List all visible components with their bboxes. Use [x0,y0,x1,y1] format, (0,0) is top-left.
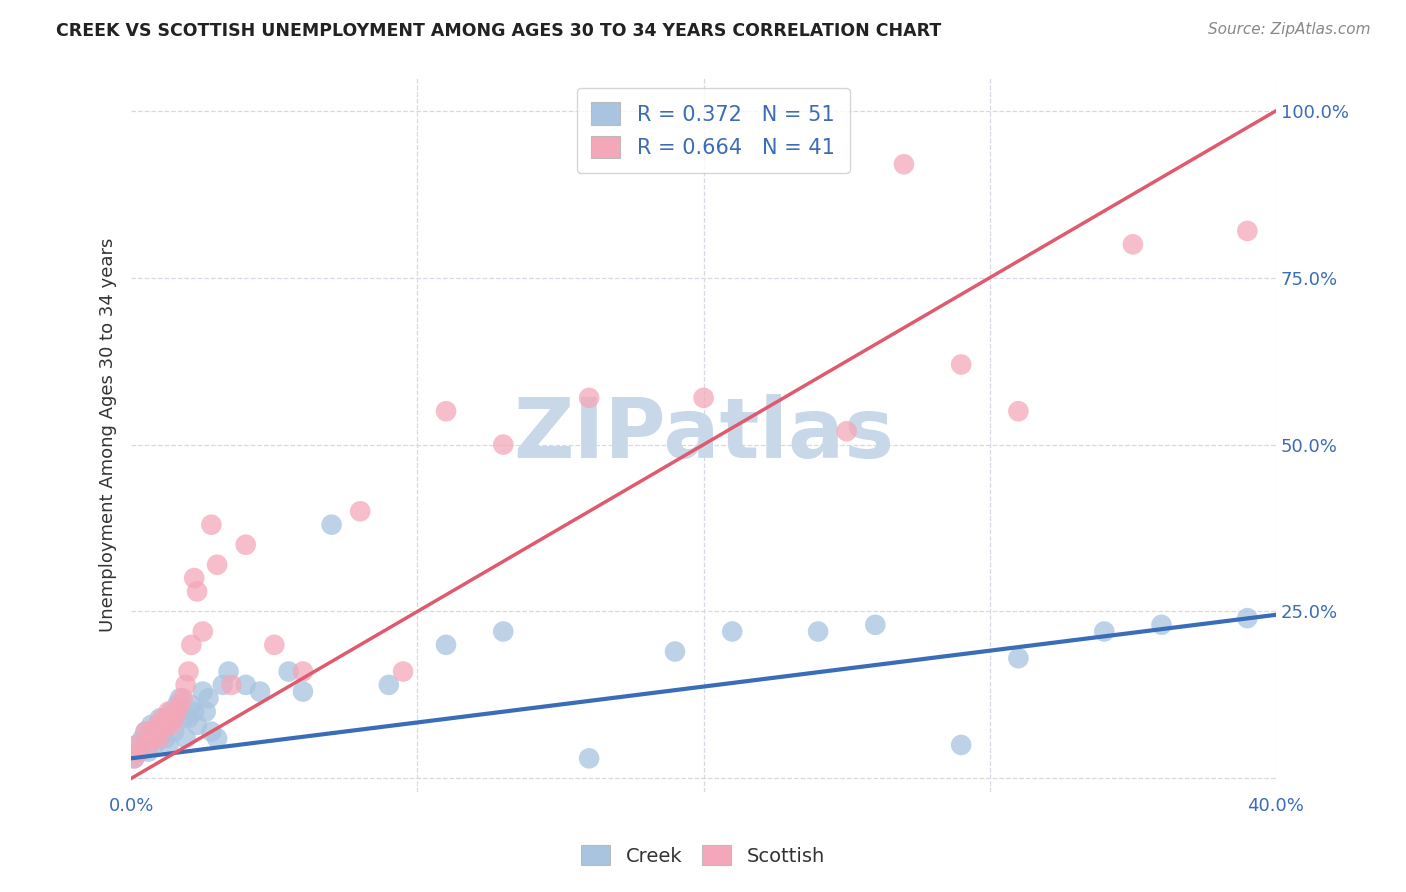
Point [578,751,600,765]
Point [128,745,150,759]
Point [235,678,257,692]
Y-axis label: Unemployment Among Ages 30 to 34 years: Unemployment Among Ages 30 to 34 years [100,237,117,632]
Point [578,391,600,405]
Point [205,731,228,746]
Point [141,724,163,739]
Point [160,718,183,732]
Point [218,665,240,679]
Point [157,705,180,719]
Point [138,745,160,759]
Point [180,698,202,712]
Point [1236,224,1258,238]
Point [172,711,194,725]
Point [128,745,150,759]
Point [191,684,214,698]
Point [950,358,973,372]
Point [163,711,186,725]
Point [950,738,973,752]
Point [835,424,858,438]
Point [125,738,148,752]
Point [169,691,191,706]
Point [146,724,169,739]
Point [149,731,172,746]
Point [122,751,145,765]
Point [197,691,219,706]
Point [183,705,205,719]
Point [200,517,222,532]
Point [155,731,177,746]
Point [183,571,205,585]
Point [291,684,314,698]
Point [131,731,153,746]
Point [191,624,214,639]
Point [200,724,222,739]
Point [138,738,160,752]
Point [160,705,183,719]
Point [149,731,172,746]
Point [122,751,145,765]
Point [149,711,172,725]
Text: ZIPatlas: ZIPatlas [513,394,894,475]
Point [263,638,285,652]
Point [157,718,180,732]
Point [1007,651,1029,665]
Point [135,724,157,739]
Point [143,738,166,752]
Text: CREEK VS SCOTTISH UNEMPLOYMENT AMONG AGES 30 TO 34 YEARS CORRELATION CHART: CREEK VS SCOTTISH UNEMPLOYMENT AMONG AGE… [56,22,942,40]
Point [143,731,166,746]
Point [166,698,188,712]
Point [434,404,457,418]
Point [141,718,163,732]
Point [378,678,401,692]
Point [721,624,744,639]
Point [180,638,202,652]
Point [492,437,515,451]
Point [172,691,194,706]
Point [277,665,299,679]
Point [1236,611,1258,625]
Point [186,584,208,599]
Legend: R = 0.372   N = 51, R = 0.664   N = 41: R = 0.372 N = 51, R = 0.664 N = 41 [576,87,849,173]
Point [1092,624,1115,639]
Point [155,718,177,732]
Point [177,665,200,679]
Point [166,705,188,719]
Point [221,678,243,692]
Point [146,718,169,732]
Point [321,517,343,532]
Point [865,617,887,632]
Point [291,665,314,679]
Point [163,724,186,739]
Point [1007,404,1029,418]
Point [893,157,915,171]
Point [664,644,686,658]
Point [1122,237,1144,252]
Point [349,504,371,518]
Point [135,724,157,739]
Point [211,678,233,692]
Point [392,665,415,679]
Point [194,705,217,719]
Legend: Creek, Scottish: Creek, Scottish [574,838,832,873]
Text: Source: ZipAtlas.com: Source: ZipAtlas.com [1208,22,1371,37]
Point [152,724,174,739]
Point [174,731,197,746]
Point [186,718,208,732]
Point [692,391,714,405]
Point [157,738,180,752]
Point [492,624,515,639]
Point [1150,617,1173,632]
Point [177,711,200,725]
Point [169,698,191,712]
Point [235,538,257,552]
Point [125,738,148,752]
Point [434,638,457,652]
Point [163,711,186,725]
Point [152,711,174,725]
Point [249,684,271,698]
Point [205,558,228,572]
Point [174,678,197,692]
Point [807,624,830,639]
